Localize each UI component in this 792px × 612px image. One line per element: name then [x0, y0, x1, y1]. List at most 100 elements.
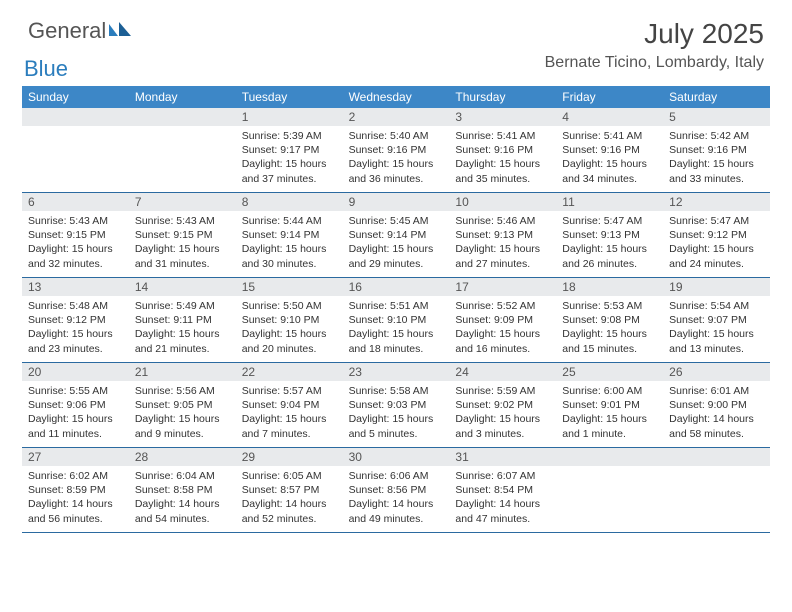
daylight-line: Daylight: 14 hours and 52 minutes.: [242, 497, 337, 525]
day-cell: 12Sunrise: 5:47 AMSunset: 9:12 PMDayligh…: [663, 193, 770, 277]
day-body: Sunrise: 6:04 AMSunset: 8:58 PMDaylight:…: [129, 466, 236, 532]
sunrise-line: Sunrise: 6:05 AM: [242, 469, 337, 483]
daylight-line: Daylight: 15 hours and 15 minutes.: [562, 327, 657, 355]
month-title: July 2025: [545, 18, 764, 50]
day-body: Sunrise: 5:52 AMSunset: 9:09 PMDaylight:…: [449, 296, 556, 362]
daylight-line: Daylight: 15 hours and 36 minutes.: [349, 157, 444, 185]
day-body: Sunrise: 5:47 AMSunset: 9:12 PMDaylight:…: [663, 211, 770, 277]
day-number: 14: [129, 278, 236, 296]
week-row: 1Sunrise: 5:39 AMSunset: 9:17 PMDaylight…: [22, 108, 770, 193]
day-number: 16: [343, 278, 450, 296]
day-body: Sunrise: 5:43 AMSunset: 9:15 PMDaylight:…: [129, 211, 236, 277]
day-cell: 19Sunrise: 5:54 AMSunset: 9:07 PMDayligh…: [663, 278, 770, 362]
dow-label: Thursday: [449, 86, 556, 108]
sunrise-line: Sunrise: 5:47 AM: [562, 214, 657, 228]
sunset-line: Sunset: 8:57 PM: [242, 483, 337, 497]
week-row: 13Sunrise: 5:48 AMSunset: 9:12 PMDayligh…: [22, 278, 770, 363]
title-block: July 2025 Bernate Ticino, Lombardy, Ital…: [545, 18, 764, 72]
dow-label: Saturday: [663, 86, 770, 108]
day-cell: 14Sunrise: 5:49 AMSunset: 9:11 PMDayligh…: [129, 278, 236, 362]
day-cell: [129, 108, 236, 192]
flag-icon: [109, 25, 131, 42]
day-number: 12: [663, 193, 770, 211]
day-body: Sunrise: 5:40 AMSunset: 9:16 PMDaylight:…: [343, 126, 450, 192]
week-row: 6Sunrise: 5:43 AMSunset: 9:15 PMDaylight…: [22, 193, 770, 278]
daylight-line: Daylight: 15 hours and 13 minutes.: [669, 327, 764, 355]
day-body: Sunrise: 6:05 AMSunset: 8:57 PMDaylight:…: [236, 466, 343, 532]
day-body: Sunrise: 6:06 AMSunset: 8:56 PMDaylight:…: [343, 466, 450, 532]
sunset-line: Sunset: 9:04 PM: [242, 398, 337, 412]
sunset-line: Sunset: 9:09 PM: [455, 313, 550, 327]
daylight-line: Daylight: 15 hours and 26 minutes.: [562, 242, 657, 270]
daylight-line: Daylight: 15 hours and 37 minutes.: [242, 157, 337, 185]
day-number: 31: [449, 448, 556, 466]
sunrise-line: Sunrise: 5:46 AM: [455, 214, 550, 228]
sunset-line: Sunset: 9:05 PM: [135, 398, 230, 412]
sunrise-line: Sunrise: 5:39 AM: [242, 129, 337, 143]
day-cell: 11Sunrise: 5:47 AMSunset: 9:13 PMDayligh…: [556, 193, 663, 277]
sunset-line: Sunset: 9:13 PM: [562, 228, 657, 242]
daylight-line: Daylight: 15 hours and 24 minutes.: [669, 242, 764, 270]
day-body: Sunrise: 5:57 AMSunset: 9:04 PMDaylight:…: [236, 381, 343, 447]
weeks-container: 1Sunrise: 5:39 AMSunset: 9:17 PMDaylight…: [22, 108, 770, 533]
day-number: 7: [129, 193, 236, 211]
sunset-line: Sunset: 9:01 PM: [562, 398, 657, 412]
daylight-line: Daylight: 15 hours and 21 minutes.: [135, 327, 230, 355]
daylight-line: Daylight: 15 hours and 5 minutes.: [349, 412, 444, 440]
sunset-line: Sunset: 9:12 PM: [669, 228, 764, 242]
sunset-line: Sunset: 9:15 PM: [28, 228, 123, 242]
sunset-line: Sunset: 9:03 PM: [349, 398, 444, 412]
dow-label: Sunday: [22, 86, 129, 108]
sunset-line: Sunset: 9:06 PM: [28, 398, 123, 412]
sunrise-line: Sunrise: 5:41 AM: [455, 129, 550, 143]
daylight-line: Daylight: 15 hours and 11 minutes.: [28, 412, 123, 440]
day-cell: 3Sunrise: 5:41 AMSunset: 9:16 PMDaylight…: [449, 108, 556, 192]
day-cell: 25Sunrise: 6:00 AMSunset: 9:01 PMDayligh…: [556, 363, 663, 447]
day-number: 19: [663, 278, 770, 296]
daylight-line: Daylight: 15 hours and 18 minutes.: [349, 327, 444, 355]
sunset-line: Sunset: 9:10 PM: [349, 313, 444, 327]
day-cell: 20Sunrise: 5:55 AMSunset: 9:06 PMDayligh…: [22, 363, 129, 447]
day-body: Sunrise: 6:07 AMSunset: 8:54 PMDaylight:…: [449, 466, 556, 532]
day-cell: 15Sunrise: 5:50 AMSunset: 9:10 PMDayligh…: [236, 278, 343, 362]
day-number: 24: [449, 363, 556, 381]
sunset-line: Sunset: 9:15 PM: [135, 228, 230, 242]
day-cell: 9Sunrise: 5:45 AMSunset: 9:14 PMDaylight…: [343, 193, 450, 277]
daylight-line: Daylight: 15 hours and 9 minutes.: [135, 412, 230, 440]
daylight-line: Daylight: 15 hours and 30 minutes.: [242, 242, 337, 270]
sunset-line: Sunset: 9:12 PM: [28, 313, 123, 327]
day-number: 1: [236, 108, 343, 126]
sunset-line: Sunset: 9:07 PM: [669, 313, 764, 327]
sunrise-line: Sunrise: 5:49 AM: [135, 299, 230, 313]
sunrise-line: Sunrise: 5:41 AM: [562, 129, 657, 143]
day-cell: 29Sunrise: 6:05 AMSunset: 8:57 PMDayligh…: [236, 448, 343, 532]
sunset-line: Sunset: 8:54 PM: [455, 483, 550, 497]
day-number: 22: [236, 363, 343, 381]
sunrise-line: Sunrise: 5:50 AM: [242, 299, 337, 313]
day-cell: 16Sunrise: 5:51 AMSunset: 9:10 PMDayligh…: [343, 278, 450, 362]
daylight-line: Daylight: 15 hours and 33 minutes.: [669, 157, 764, 185]
day-number: 6: [22, 193, 129, 211]
day-number: 4: [556, 108, 663, 126]
day-body: Sunrise: 5:58 AMSunset: 9:03 PMDaylight:…: [343, 381, 450, 447]
day-number: 2: [343, 108, 450, 126]
day-number: 8: [236, 193, 343, 211]
day-number: 23: [343, 363, 450, 381]
day-body: Sunrise: 5:45 AMSunset: 9:14 PMDaylight:…: [343, 211, 450, 277]
week-row: 20Sunrise: 5:55 AMSunset: 9:06 PMDayligh…: [22, 363, 770, 448]
day-number: [129, 108, 236, 126]
daylight-line: Daylight: 15 hours and 34 minutes.: [562, 157, 657, 185]
day-number: 9: [343, 193, 450, 211]
sunrise-line: Sunrise: 6:04 AM: [135, 469, 230, 483]
sunrise-line: Sunrise: 5:45 AM: [349, 214, 444, 228]
daylight-line: Daylight: 15 hours and 27 minutes.: [455, 242, 550, 270]
day-number: 28: [129, 448, 236, 466]
day-cell: 27Sunrise: 6:02 AMSunset: 8:59 PMDayligh…: [22, 448, 129, 532]
sunrise-line: Sunrise: 5:48 AM: [28, 299, 123, 313]
daylight-line: Daylight: 15 hours and 16 minutes.: [455, 327, 550, 355]
daylight-line: Daylight: 15 hours and 31 minutes.: [135, 242, 230, 270]
sunset-line: Sunset: 9:02 PM: [455, 398, 550, 412]
day-body: [22, 126, 129, 192]
logo-word-blue: Blue: [24, 56, 127, 82]
sunrise-line: Sunrise: 6:01 AM: [669, 384, 764, 398]
